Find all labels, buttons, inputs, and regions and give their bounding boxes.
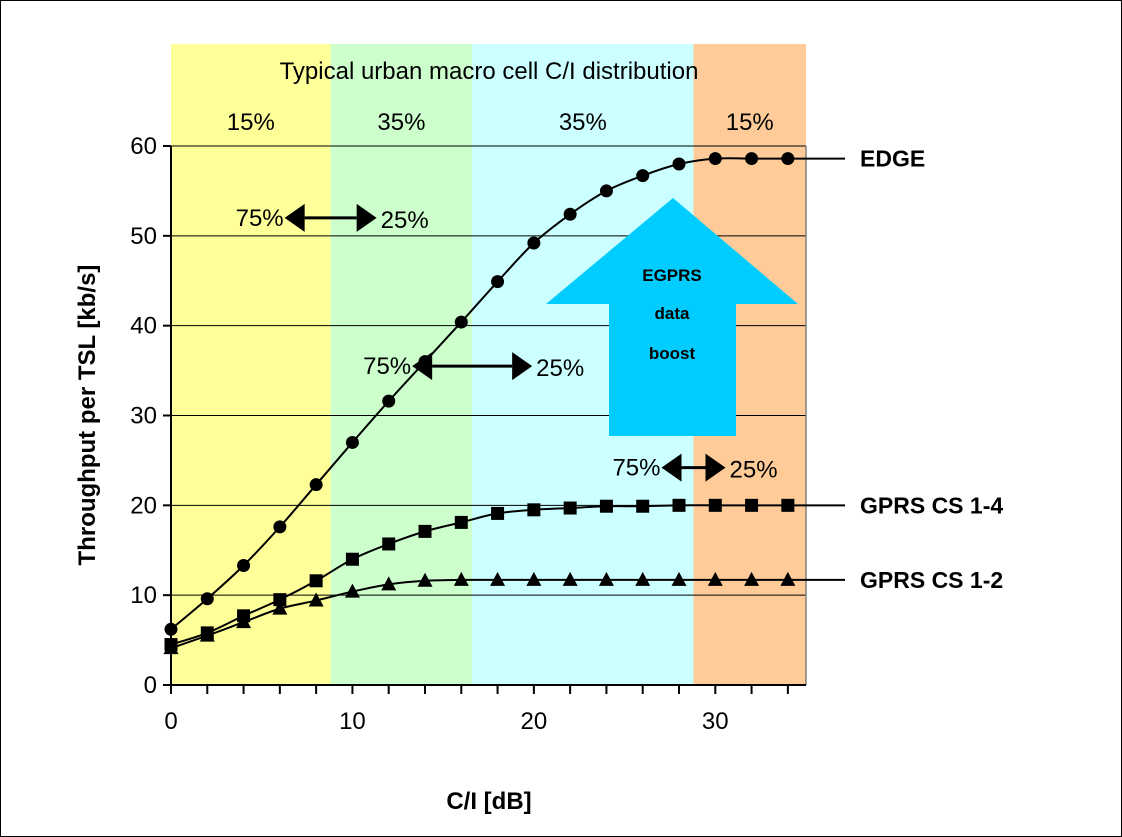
band-label-2: 35% — [559, 109, 607, 136]
series-2-point-12 — [598, 571, 614, 586]
series-lines: EDGE GPRS CS 1-4 GPRS CS 1-2 — [163, 146, 1003, 655]
band-label-0: 15% — [227, 109, 275, 136]
split-right-label-1: 25% — [536, 355, 584, 382]
split-arrow-left-head-2 — [661, 453, 682, 482]
series-1-point-14 — [672, 498, 686, 512]
y-axis-label: Throughput per TSL [kb/s] — [74, 265, 101, 566]
series-2-point-17 — [780, 571, 796, 586]
series-2-point-16 — [744, 571, 760, 586]
series-0-point-6 — [382, 394, 396, 408]
series-2-point-1 — [199, 627, 215, 642]
series-2-point-13 — [635, 571, 651, 586]
y-tick-label-2: 20 — [130, 492, 157, 519]
series-1-point-16 — [745, 498, 759, 512]
series-2-point-7 — [417, 572, 433, 587]
y-tick-label-0: 0 — [144, 672, 157, 699]
series-1-point-5 — [345, 552, 359, 566]
split-arrow-right-head-1 — [512, 352, 533, 381]
series-0-point-12 — [599, 184, 613, 198]
series-1-point-12 — [599, 499, 613, 513]
series-0-point-10 — [527, 236, 541, 250]
y-tick-label-3: 30 — [130, 403, 157, 430]
x-axis-label: C/I [dB] — [446, 788, 531, 815]
series-1-point-10 — [527, 503, 541, 517]
egprs-boost-text-1: data — [655, 304, 691, 323]
series-1-point-11 — [563, 501, 577, 515]
series-2-point-11 — [562, 571, 578, 586]
split-arrow-left-head-1 — [412, 352, 433, 381]
annotations: 75% 25% 75% 25% 75% 25% EGPRS data boost — [236, 198, 798, 484]
series-2-point-10 — [526, 571, 542, 586]
split-arrow-left-head-0 — [284, 203, 305, 232]
split-arrow-2 — [661, 453, 726, 482]
split-left-label-2: 75% — [612, 455, 660, 482]
series-2-point-14 — [671, 571, 687, 586]
series-label-2: GPRS CS 1-2 — [860, 567, 1003, 593]
split-arrow-right-head-2 — [705, 453, 726, 482]
split-right-label-2: 25% — [730, 457, 778, 484]
series-label-1: GPRS CS 1-4 — [860, 492, 1003, 518]
series-0-point-4 — [309, 478, 323, 492]
y-tick-label-6: 60 — [130, 133, 157, 160]
split-arrow-0 — [284, 203, 377, 232]
series-2-point-5 — [344, 583, 360, 598]
series-0-point-5 — [345, 435, 359, 449]
chart-title: Typical urban macro cell C/I distributio… — [280, 58, 699, 85]
series-0-point-15 — [708, 152, 722, 166]
x-tick-label-3: 30 — [702, 708, 729, 735]
series-2-point-6 — [381, 576, 397, 591]
x-tick-label-1: 10 — [339, 708, 366, 735]
split-right-label-0: 25% — [381, 207, 429, 234]
series-1-point-9 — [491, 506, 505, 520]
y-tick-label-1: 10 — [130, 582, 157, 609]
series-2-point-15 — [707, 571, 723, 586]
series-1-point-13 — [636, 499, 650, 513]
egprs-boost-arrow — [546, 198, 798, 436]
band-label-3: 15% — [726, 109, 774, 136]
series-1-point-8 — [454, 515, 468, 529]
series-0-point-17 — [781, 152, 795, 166]
series-0-point-11 — [563, 207, 577, 221]
series-2-point-8 — [453, 571, 469, 586]
series-0-point-14 — [672, 157, 686, 171]
series-0-point-9 — [491, 275, 505, 289]
series-1-point-4 — [309, 574, 323, 588]
y-tick-label-5: 50 — [130, 223, 157, 250]
split-left-label-0: 75% — [236, 205, 284, 232]
series-1-point-6 — [382, 537, 396, 551]
split-arrow-right-head-0 — [356, 203, 377, 232]
series-0-point-16 — [745, 152, 759, 166]
band-1 — [330, 44, 473, 685]
series-2-point-3 — [272, 600, 288, 615]
x-tick-label-2: 20 — [521, 708, 548, 735]
series-1-point-17 — [781, 498, 795, 512]
series-0-point-3 — [273, 520, 287, 534]
series-2-point-9 — [490, 571, 506, 586]
series-0-point-8 — [454, 315, 468, 329]
split-arrow-1 — [412, 352, 533, 381]
x-tick-label-0: 0 — [164, 708, 177, 735]
series-0-point-13 — [636, 169, 650, 183]
series-label-0: EDGE — [860, 146, 925, 172]
band-0 — [171, 44, 331, 685]
y-tick-label-4: 40 — [130, 313, 157, 340]
egprs-boost-text-0: EGPRS — [642, 266, 702, 285]
series-1-point-15 — [708, 498, 722, 512]
series-1-point-3 — [273, 593, 287, 607]
band-label-1: 35% — [377, 109, 425, 136]
series-0-point-2 — [237, 559, 251, 573]
series-2-point-4 — [308, 592, 324, 607]
series-0-point-1 — [200, 592, 214, 606]
axes: 0 10 20 30 40 50 60 0 10 20 30 — [130, 133, 806, 735]
split-left-label-1: 75% — [363, 353, 411, 380]
egprs-boost-text-2: boost — [649, 344, 696, 363]
series-1-point-7 — [418, 524, 432, 538]
series-2-point-2 — [236, 614, 252, 629]
